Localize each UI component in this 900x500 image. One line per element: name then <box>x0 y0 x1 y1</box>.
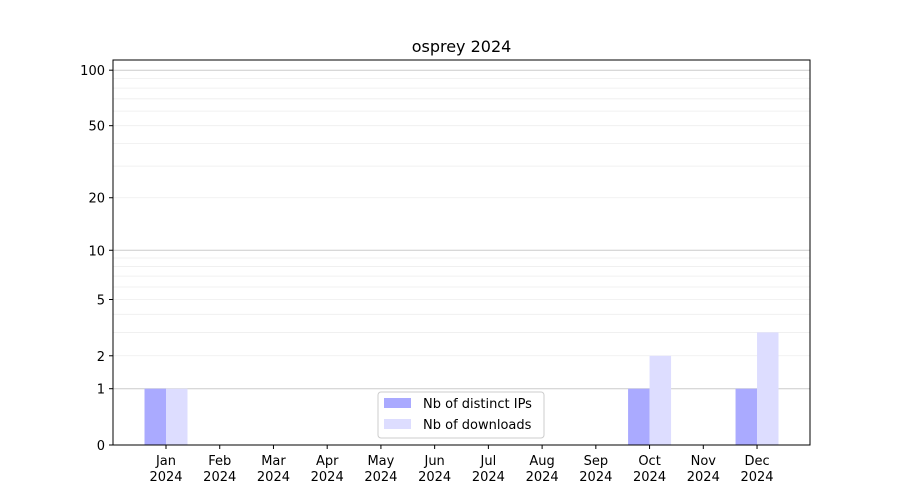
x-tick-label: Nov 2024 <box>687 454 720 485</box>
bar-downloads <box>649 355 672 445</box>
legend-box <box>377 391 545 439</box>
y-tick-label: 100 <box>80 64 105 79</box>
y-tick-label: 5 <box>97 293 105 308</box>
x-tick-label: Jan 2024 <box>149 454 182 485</box>
bar-distinct-ips <box>628 388 650 445</box>
legend-label: Nb of downloads <box>423 418 532 433</box>
legend-label: Nb of distinct IPs <box>423 397 532 412</box>
x-tick-label: Jul 2024 <box>472 454 505 485</box>
legend-swatch <box>384 419 411 429</box>
x-tick-label: Sep 2024 <box>579 454 612 485</box>
x-tick-label: May 2024 <box>364 454 397 485</box>
bars <box>144 332 779 445</box>
chart-title: osprey 2024 <box>412 37 512 56</box>
y-tick-label: 20 <box>88 192 105 207</box>
x-axis: Jan 2024 Feb 2024 Mar 2024 Apr 2024 May 2024 Jun 20… <box>149 445 774 485</box>
y-tick-label: 1 <box>97 383 105 398</box>
y-tick-label: 50 <box>88 120 105 135</box>
bar-distinct-ips <box>735 388 758 445</box>
legend-swatch <box>384 398 411 408</box>
x-tick-label: Mar 2024 <box>257 454 290 485</box>
bar-distinct-ips <box>144 388 166 445</box>
x-tick-label: Aug 2024 <box>526 454 559 485</box>
x-tick-label: Dec 2024 <box>740 454 773 485</box>
y-tick-label: 0 <box>97 439 105 454</box>
y-tick-label: 2 <box>97 350 105 365</box>
y-tick-label: 10 <box>88 244 105 259</box>
bar-downloads <box>166 388 188 445</box>
x-tick-label: Jun 2024 <box>418 454 451 485</box>
plot-frame <box>112 59 811 446</box>
x-tick-label: Feb 2024 <box>203 454 236 485</box>
legend: Nb of distinct IPs Nb of downloads <box>377 391 545 439</box>
y-axis: 0 1 2 5 10 20 50 100 <box>80 64 113 454</box>
bar-downloads <box>757 332 779 445</box>
x-tick-label: Oct 2024 <box>633 454 666 485</box>
grid <box>113 69 810 390</box>
x-tick-label: Apr 2024 <box>311 454 344 485</box>
